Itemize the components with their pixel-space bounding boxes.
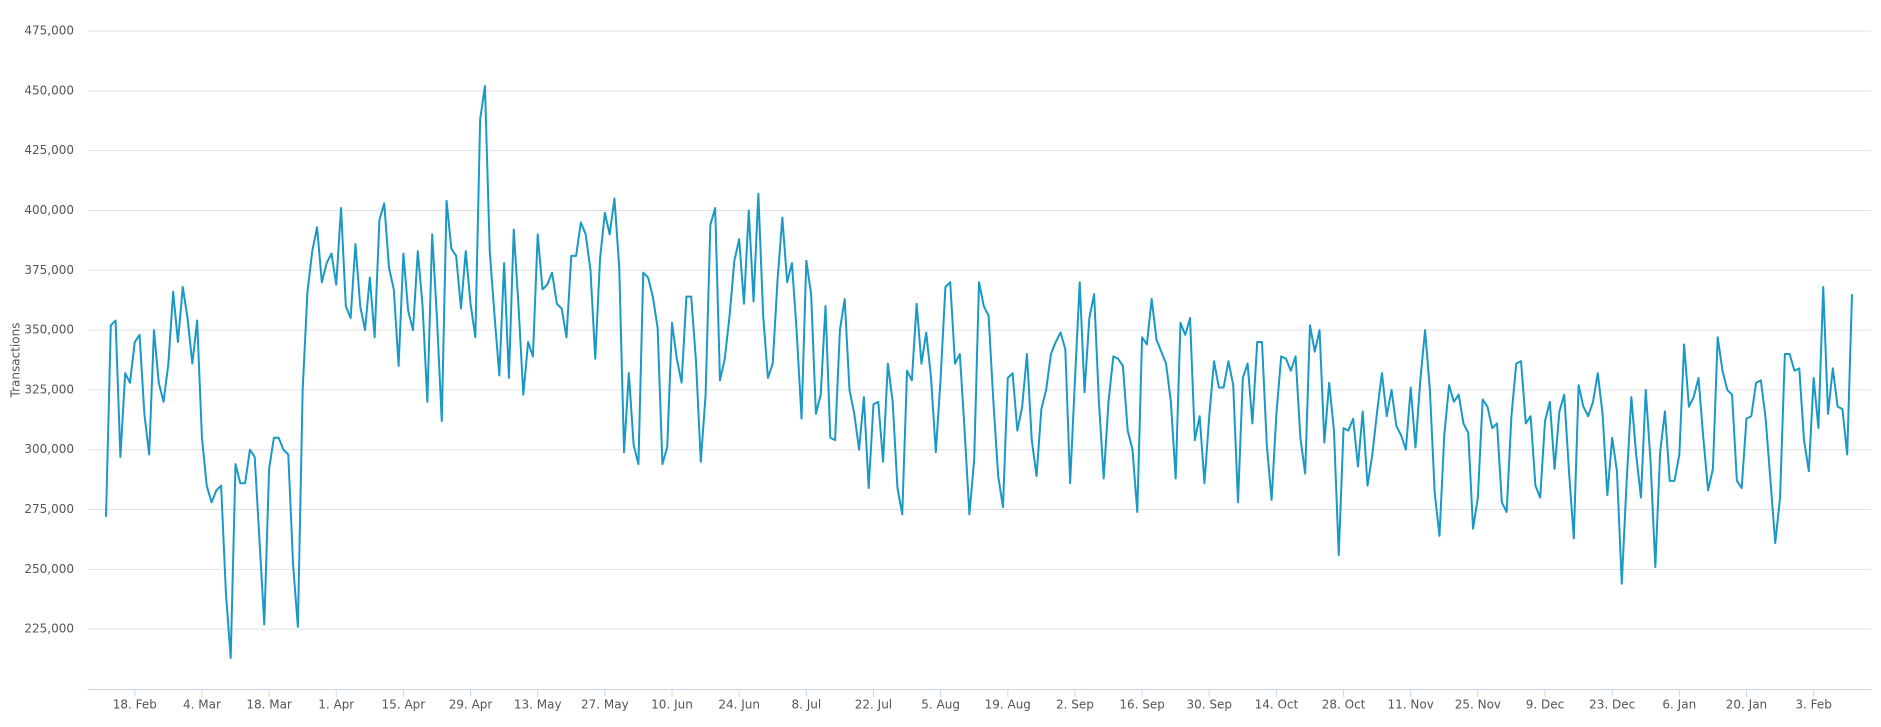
y-tick-label: 400,000 [24, 203, 74, 217]
x-tick-label: 30. Sep [1186, 698, 1232, 712]
x-tick-label: 4. Mar [183, 698, 221, 712]
x-tick-label: 8. Jul [791, 698, 821, 712]
x-tick-label: 1. Apr [318, 698, 354, 712]
x-tick-label: 9. Dec [1526, 698, 1564, 712]
x-tick-label: 16. Sep [1119, 698, 1165, 712]
x-tick-label: 14. Oct [1255, 698, 1299, 712]
y-tick-label: 275,000 [24, 502, 74, 516]
data-line [105, 85, 1853, 659]
y-tick-label: 475,000 [24, 24, 74, 38]
y-tick-label: 350,000 [24, 323, 74, 337]
x-tick-label: 23. Dec [1589, 698, 1635, 712]
x-tick-label: 28. Oct [1322, 698, 1366, 712]
x-tick-label: 24. Jun [718, 698, 760, 712]
x-tick-label: 18. Feb [113, 698, 157, 712]
x-tick-label: 19. Aug [985, 698, 1031, 712]
x-tick-label: 2. Sep [1056, 698, 1094, 712]
y-tick-label: 250,000 [24, 562, 74, 576]
y-axis-title: Transactions [9, 323, 23, 399]
x-tick-label: 29. Apr [449, 698, 493, 712]
x-tick-label: 13. May [514, 698, 562, 712]
x-tick-label: 10. Jun [651, 698, 693, 712]
x-tick-label: 15. Apr [382, 698, 426, 712]
y-tick-label: 375,000 [24, 263, 74, 277]
x-tick-label: 6. Jan [1662, 698, 1696, 712]
x-tick-label: 22. Jul [855, 698, 892, 712]
x-tick-label: 25. Nov [1455, 698, 1501, 712]
x-tick-label: 3. Feb [1795, 698, 1832, 712]
x-tick-label: 20. Jan [1726, 698, 1767, 712]
x-tick-label: 11. Nov [1388, 698, 1434, 712]
x-tick-label: 5. Aug [921, 698, 960, 712]
y-tick-label: 325,000 [24, 382, 74, 396]
x-tick-label: 27. May [581, 698, 629, 712]
y-tick-label: 225,000 [24, 622, 74, 636]
y-tick-label: 300,000 [24, 442, 74, 456]
y-tick-label: 450,000 [24, 83, 74, 97]
y-tick-label: 425,000 [24, 143, 74, 157]
x-tick-label: 18. Mar [246, 698, 292, 712]
